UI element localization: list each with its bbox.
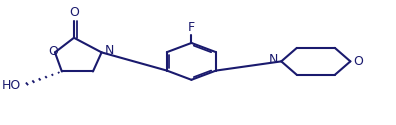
Text: HO: HO [2, 79, 21, 92]
Text: O: O [69, 6, 79, 19]
Text: F: F [188, 21, 195, 34]
Text: O: O [48, 45, 58, 58]
Text: N: N [105, 44, 114, 57]
Text: O: O [353, 55, 363, 68]
Text: N: N [269, 53, 278, 66]
